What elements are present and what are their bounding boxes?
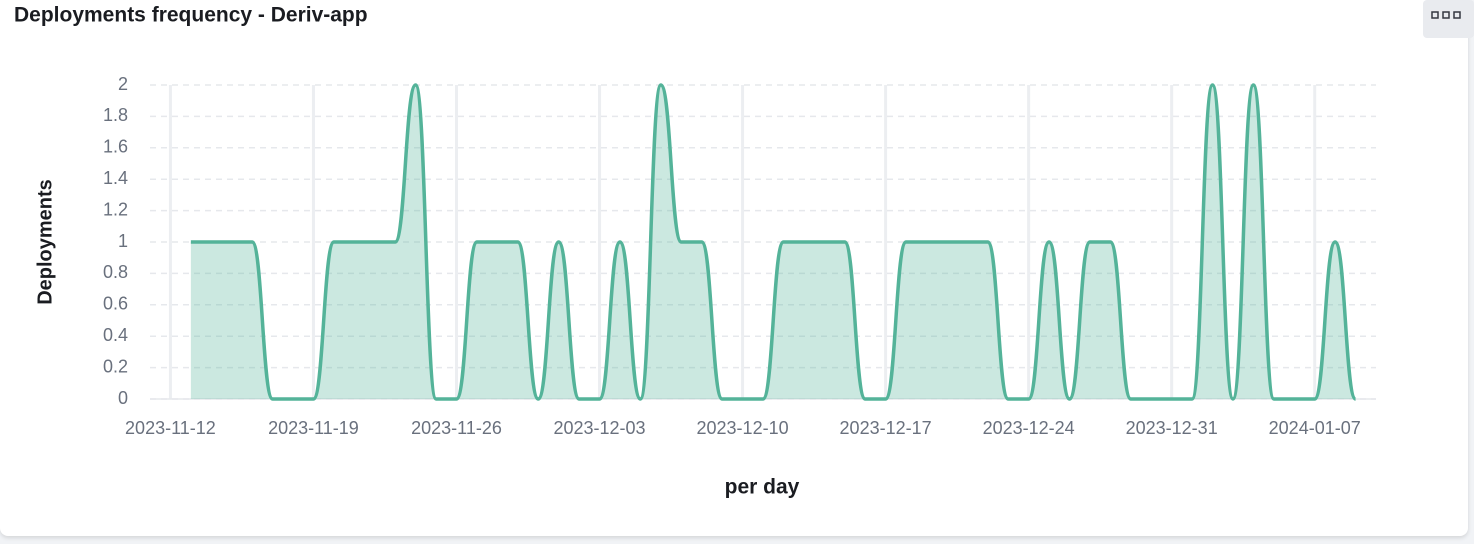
menu-icon — [1431, 11, 1461, 19]
y-tick-label: 1.2 — [103, 199, 128, 219]
x-tick-label: 2024-01-07 — [1269, 418, 1361, 438]
x-tick-label: 2023-12-17 — [840, 418, 932, 438]
x-tick-label: 2023-12-03 — [553, 418, 645, 438]
y-tick-label: 1.4 — [103, 168, 128, 188]
y-tick-label: 0.2 — [103, 356, 128, 376]
menu-button[interactable] — [1423, 0, 1474, 38]
x-tick-label: 2023-11-26 — [411, 418, 502, 438]
y-tick-label: 0 — [118, 388, 128, 408]
y-tick-label: 0.4 — [103, 325, 128, 345]
y-tick-label: 1.6 — [103, 137, 128, 157]
line — [190, 83, 1358, 401]
y-axis-label: Deployments — [34, 179, 56, 305]
y-tick-label: 0.6 — [103, 294, 128, 314]
x-tick-label: 2023-12-31 — [1126, 418, 1218, 438]
y-tick-label: 1.8 — [103, 105, 128, 125]
y-tick-label: 0.8 — [103, 262, 128, 282]
y-tick-label: 1 — [118, 231, 128, 251]
chart-title: Deployments frequency - Deriv-app — [14, 4, 368, 27]
area-fill — [190, 85, 1356, 399]
x-axis-label: per day — [725, 476, 800, 499]
x-tick-label: 2023-12-24 — [983, 418, 1075, 438]
y-tick-label: 2 — [118, 74, 128, 94]
x-tick-label: 2023-11-12 — [125, 418, 216, 438]
x-tick-label: 2023-11-19 — [268, 418, 359, 438]
x-tick-label: 2023-12-10 — [697, 418, 789, 438]
